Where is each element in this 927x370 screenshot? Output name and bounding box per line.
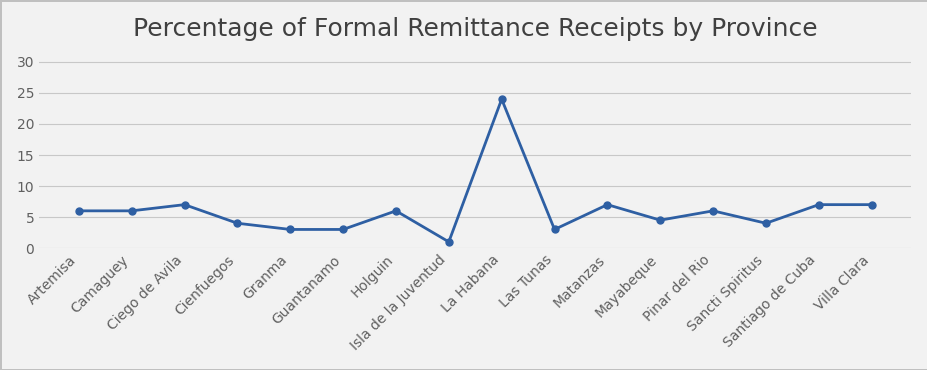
Title: Percentage of Formal Remittance Receipts by Province: Percentage of Formal Remittance Receipts… [133,17,817,41]
